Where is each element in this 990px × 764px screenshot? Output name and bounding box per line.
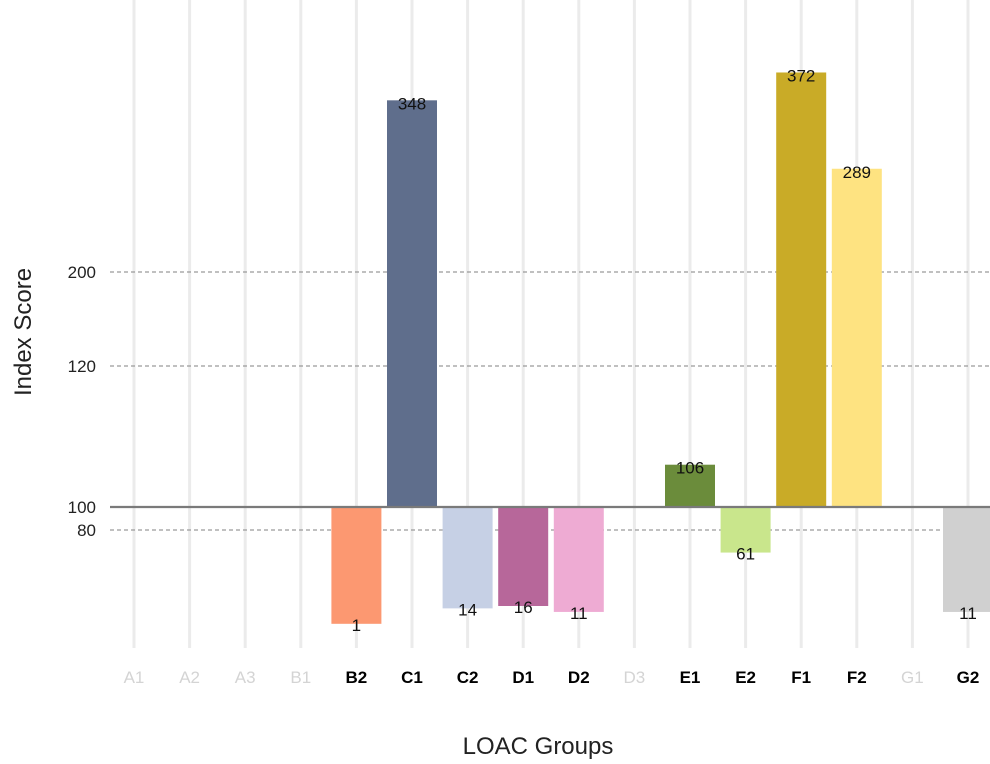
bar-c2 [442,507,493,609]
x-tick-c2: C2 [457,668,479,687]
x-tick-e1: E1 [680,668,701,687]
bar-label-g2: 11 [959,604,977,623]
x-tick-a1: A1 [124,668,145,687]
x-tick-b1: B1 [290,668,311,687]
y-tick-100: 100 [68,498,96,517]
x-tick-e2: E2 [735,668,756,687]
bar-label-d1: 16 [514,598,533,617]
x-tick-a2: A2 [179,668,200,687]
bars [331,72,990,624]
x-tick-d1: D1 [512,668,534,687]
y-tick-labels: 200 120 100 80 [68,263,96,540]
x-tick-a3: A3 [235,668,256,687]
x-tick-c1: C1 [401,668,423,687]
y-tick-80: 80 [77,521,96,540]
bar-e2 [720,507,771,553]
bar-f1 [776,72,827,507]
bar-d2 [553,507,604,612]
x-tick-f2: F2 [847,668,867,687]
y-axis-title: Index Score [10,268,37,396]
bar-label-e1: 106 [676,459,704,478]
bar-label-f1: 372 [787,66,815,85]
bar-label-d2: 11 [570,604,588,623]
x-tick-g2: G2 [957,668,980,687]
x-axis-title: LOAC Groups [463,733,614,760]
bar-e1 [665,464,715,507]
x-tick-b2: B2 [346,668,368,687]
y-tick-200: 200 [68,263,96,282]
x-tick-f1: F1 [791,668,811,687]
x-tick-d3: D3 [624,668,646,687]
bar-d1 [498,507,549,606]
bar-label-b2: 1 [352,616,361,635]
bar-c1 [387,100,437,507]
bar-value-labels: 1 348 14 16 11 106 61 372 289 11 [352,66,977,634]
x-tick-g1: G1 [901,668,924,687]
bar-b2 [331,507,382,624]
bar-label-c2: 14 [458,600,477,619]
x-tick-d2: D2 [568,668,590,687]
bar-label-e2: 61 [736,545,755,564]
bar-label-c1: 348 [398,94,426,113]
bar-f2 [831,168,882,507]
x-tick-labels: A1 A2 A3 B1 B2 C1 C2 D1 D2 D3 E1 E2 F1 F2 G1 G2 [124,668,980,687]
bar-g2 [943,507,990,612]
y-tick-120: 120 [68,357,96,376]
bar-label-f2: 289 [843,163,871,182]
